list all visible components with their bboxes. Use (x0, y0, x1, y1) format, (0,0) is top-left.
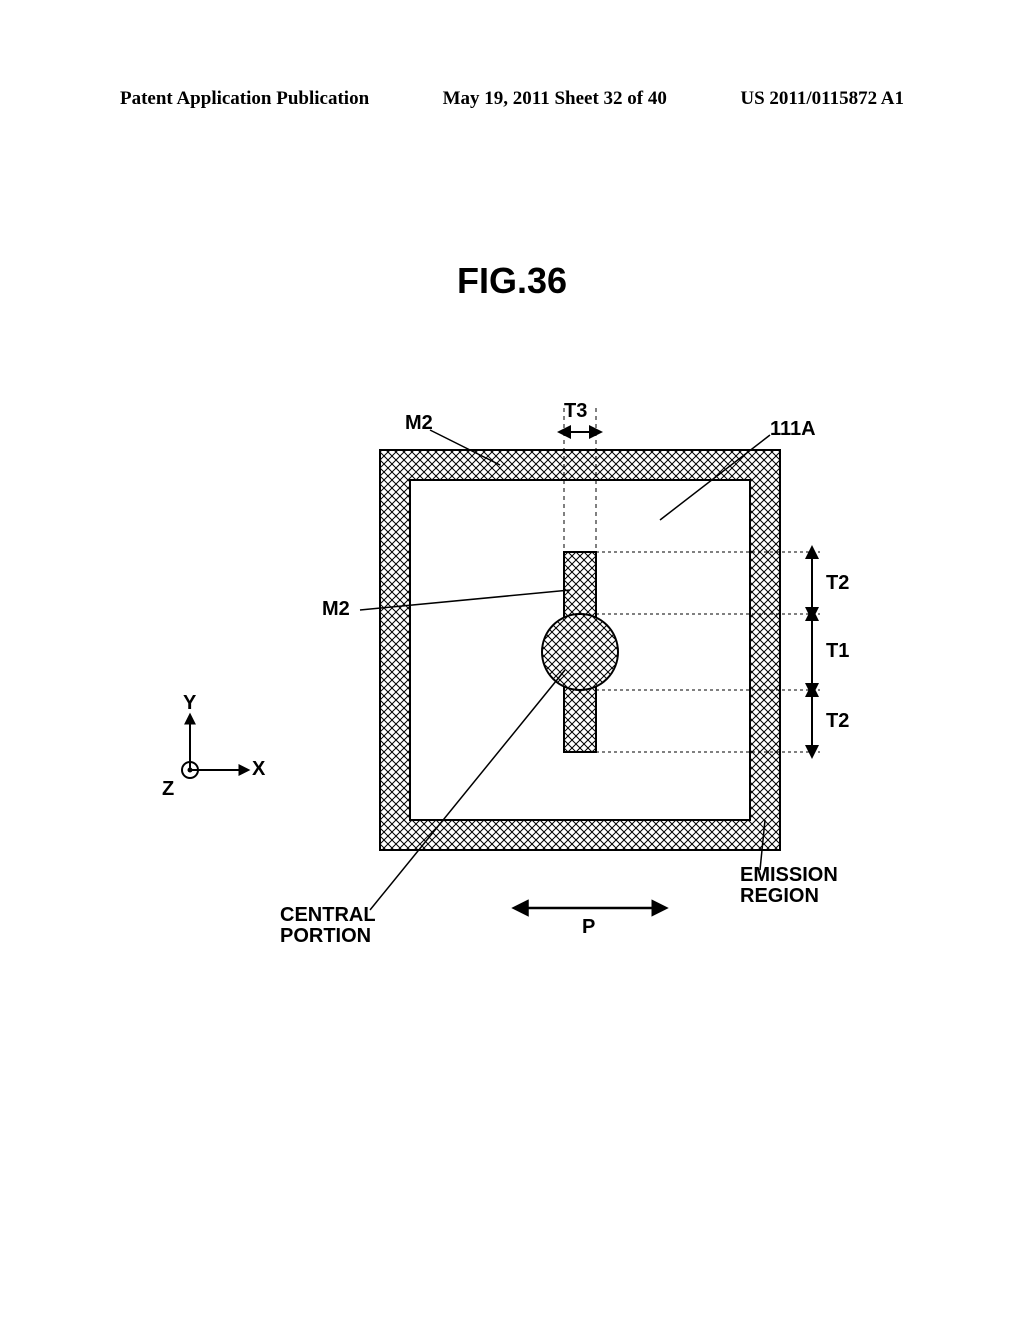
label-T2-lower: T2 (826, 710, 849, 733)
figure-title: FIG.36 (0, 260, 1024, 302)
label-central-portion: CENTRAL PORTION (280, 905, 376, 947)
page-header: Patent Application Publication May 19, 2… (0, 88, 1024, 110)
label-111A: 111A (770, 418, 816, 441)
header-left: Patent Application Publication (120, 88, 369, 110)
label-M2-left: M2 (322, 598, 350, 621)
label-axis-Z: Z (162, 778, 174, 801)
axes (182, 715, 248, 778)
label-emission-region: EMISSION REGION (740, 865, 838, 907)
label-P: P (582, 916, 595, 939)
label-axis-X: X (252, 758, 265, 781)
figure-container: M2 M2 T3 111A T2 T1 T2 CENTRAL PORTION E… (120, 400, 904, 1020)
label-axis-Y: Y (183, 692, 196, 715)
label-T2-upper: T2 (826, 572, 849, 595)
guides-right (596, 552, 820, 752)
header-right: US 2011/0115872 A1 (740, 88, 904, 110)
central-shape (542, 552, 618, 752)
figure-svg (120, 400, 904, 1020)
label-M2-top: M2 (405, 412, 433, 435)
label-T1: T1 (826, 640, 849, 663)
label-T3: T3 (564, 400, 587, 423)
header-center: May 19, 2011 Sheet 32 of 40 (443, 88, 667, 110)
